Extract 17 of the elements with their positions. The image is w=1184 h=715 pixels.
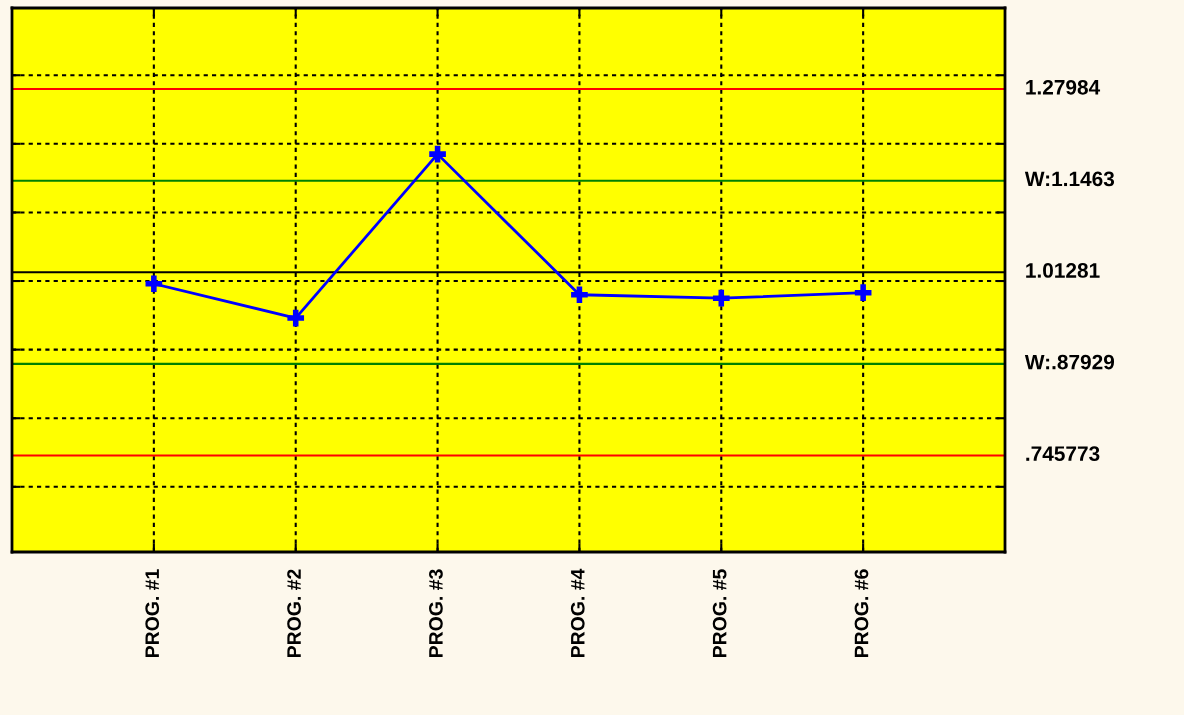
ref-line-label: W:1.1463 xyxy=(1024,171,1115,187)
point xyxy=(712,289,730,307)
x-tick-label: PROG. #1 xyxy=(145,569,160,658)
point xyxy=(429,145,446,163)
point xyxy=(145,275,163,293)
ref-line-label: .745773 xyxy=(1026,446,1100,462)
x-tick-label: PROG. #3 xyxy=(429,569,443,658)
ref-line-label: W:.87929 xyxy=(1024,354,1115,370)
point xyxy=(287,309,305,327)
ref-line-label: 1.27984 xyxy=(1026,79,1101,95)
ref-line-label: 1.01281 xyxy=(1026,263,1100,278)
point xyxy=(571,286,588,304)
x-tick-label: PROG. #4 xyxy=(570,568,585,658)
point xyxy=(854,284,872,302)
x-tick-label: PROG. #6 xyxy=(854,569,869,658)
x-tick-label: PROG. #5 xyxy=(712,569,727,658)
x-tick-label: PROG. #2 xyxy=(287,569,301,658)
